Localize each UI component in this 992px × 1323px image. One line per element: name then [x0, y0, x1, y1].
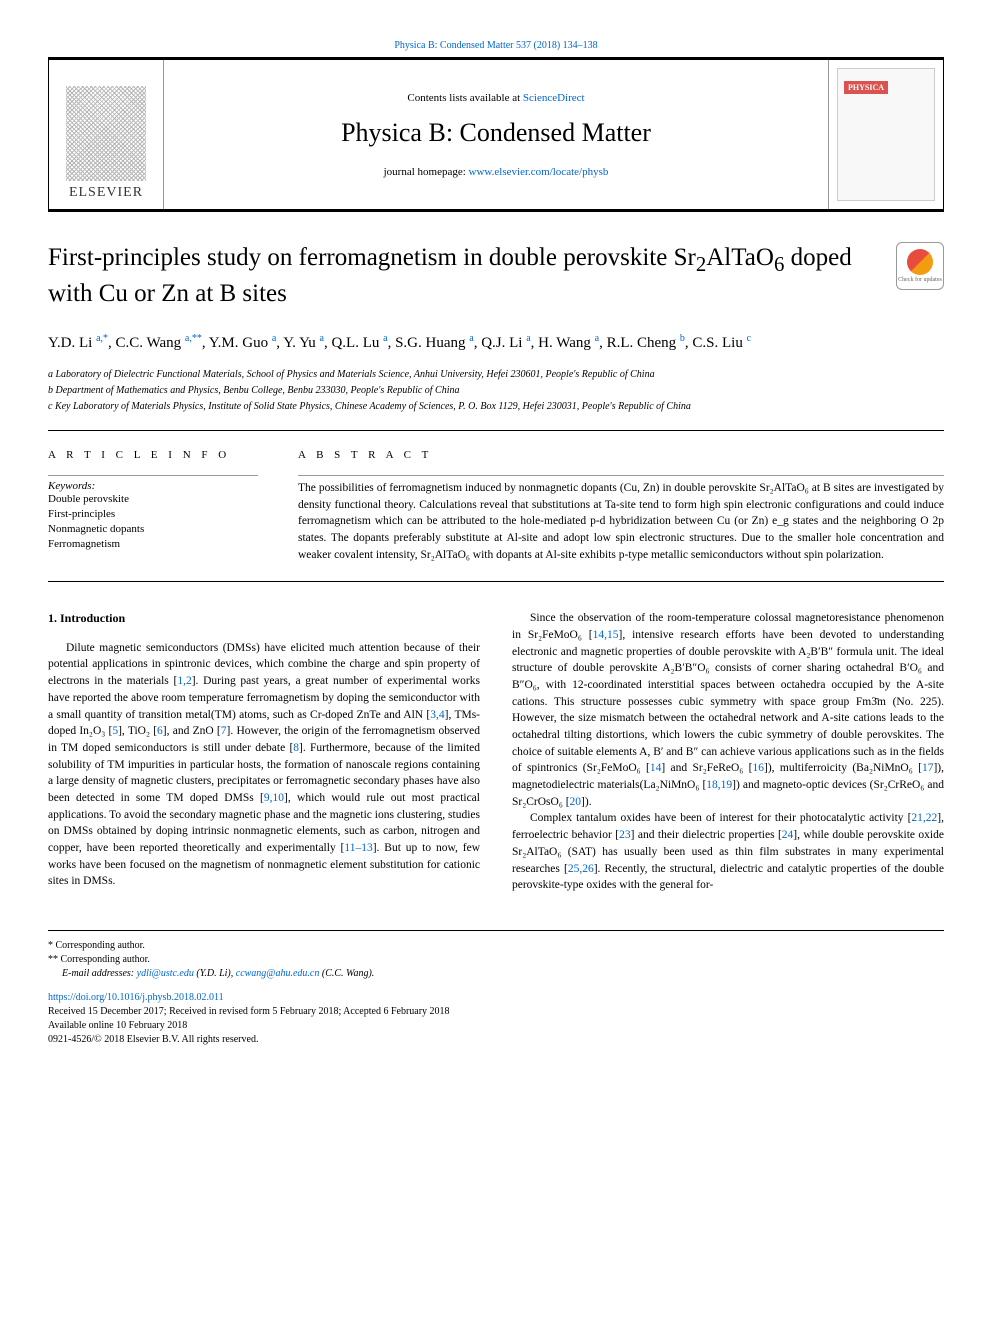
affiliation-a: a Laboratory of Dielectric Functional Ma… — [48, 368, 944, 382]
affiliations: a Laboratory of Dielectric Functional Ma… — [48, 368, 944, 414]
doi-link[interactable]: https://doi.org/10.1016/j.physb.2018.02.… — [48, 992, 224, 1003]
banner-center: Contents lists available at ScienceDirec… — [164, 60, 828, 209]
affiliation-c: c Key Laboratory of Materials Physics, I… — [48, 400, 944, 414]
email-2[interactable]: ccwang@ahu.edu.cn — [236, 968, 320, 979]
corresponding-2: ** Corresponding author. — [48, 953, 944, 967]
check-updates-badge[interactable]: Check for updates — [896, 242, 944, 290]
paragraph: Dilute magnetic semiconductors (DMSs) ha… — [48, 640, 480, 890]
contents-line: Contents lists available at ScienceDirec… — [407, 92, 584, 104]
footer: * Corresponding author. ** Corresponding… — [48, 930, 944, 1047]
cover-thumbnail-block: PHYSICA — [828, 60, 943, 209]
journal-title: Physica B: Condensed Matter — [341, 118, 651, 148]
homepage-link[interactable]: www.elsevier.com/locate/physb — [469, 166, 609, 178]
paragraph: Since the observation of the room-temper… — [512, 610, 944, 810]
publisher-name: ELSEVIER — [69, 185, 143, 201]
title-part-1: First-principles study on ferromagnetism… — [48, 244, 696, 271]
elsevier-tree-icon — [66, 86, 146, 181]
corresponding-1: * Corresponding author. — [48, 939, 944, 953]
homepage-line: journal homepage: www.elsevier.com/locat… — [384, 166, 609, 178]
doi-line: https://doi.org/10.1016/j.physb.2018.02.… — [48, 991, 944, 1005]
title-part-2: AlTaO — [706, 244, 774, 271]
crossmark-icon — [907, 249, 933, 275]
article-title: First-principles study on ferromagnetism… — [48, 242, 876, 311]
abstract-text: The possibilities of ferromagnetism indu… — [298, 475, 944, 563]
article-info-heading: A R T I C L E I N F O — [48, 449, 258, 461]
top-citation: Physica B: Condensed Matter 537 (2018) 1… — [48, 40, 944, 51]
article-info-column: A R T I C L E I N F O Keywords: Double p… — [48, 449, 258, 563]
sciencedirect-link[interactable]: ScienceDirect — [523, 92, 585, 104]
email-2-name: (C.C. Wang). — [319, 968, 374, 979]
title-row: First-principles study on ferromagnetism… — [48, 242, 944, 311]
contents-prefix: Contents lists available at — [407, 92, 522, 104]
email-line: E-mail addresses: ydli@ustc.edu (Y.D. Li… — [62, 967, 944, 981]
received-line: Received 15 December 2017; Received in r… — [48, 1005, 944, 1019]
email-1-name: (Y.D. Li), — [194, 968, 236, 979]
cover-badge: PHYSICA — [844, 81, 888, 94]
available-line: Available online 10 February 2018 — [48, 1019, 944, 1033]
abstract-heading: A B S T R A C T — [298, 449, 944, 461]
abstract-column: A B S T R A C T The possibilities of fer… — [298, 449, 944, 563]
journal-banner: ELSEVIER Contents lists available at Sci… — [48, 57, 944, 212]
body-text: 1. Introduction Dilute magnetic semicond… — [48, 610, 944, 893]
keyword: Double perovskite — [48, 492, 258, 507]
cover-thumbnail: PHYSICA — [837, 68, 935, 201]
title-sub-2: 6 — [774, 252, 784, 276]
copyright-line: 0921-4526/© 2018 Elsevier B.V. All right… — [48, 1033, 944, 1047]
keyword: Ferromagnetism — [48, 537, 258, 552]
title-sub-1: 2 — [696, 252, 706, 276]
keywords-label: Keywords: — [48, 475, 258, 492]
publisher-logo-block: ELSEVIER — [49, 60, 164, 209]
info-abstract-block: A R T I C L E I N F O Keywords: Double p… — [48, 430, 944, 582]
email-1[interactable]: ydli@ustc.edu — [137, 968, 194, 979]
author-list: Y.D. Li a,*, C.C. Wang a,**, Y.M. Guo a,… — [48, 331, 944, 355]
section-heading: 1. Introduction — [48, 610, 480, 627]
paragraph: Complex tantalum oxides have been of int… — [512, 810, 944, 893]
email-label: E-mail addresses: — [62, 968, 137, 979]
keyword: First-principles — [48, 507, 258, 522]
homepage-prefix: journal homepage: — [384, 166, 469, 178]
keyword: Nonmagnetic dopants — [48, 522, 258, 537]
check-updates-label: Check for updates — [898, 277, 942, 283]
affiliation-b: b Department of Mathematics and Physics,… — [48, 384, 944, 398]
